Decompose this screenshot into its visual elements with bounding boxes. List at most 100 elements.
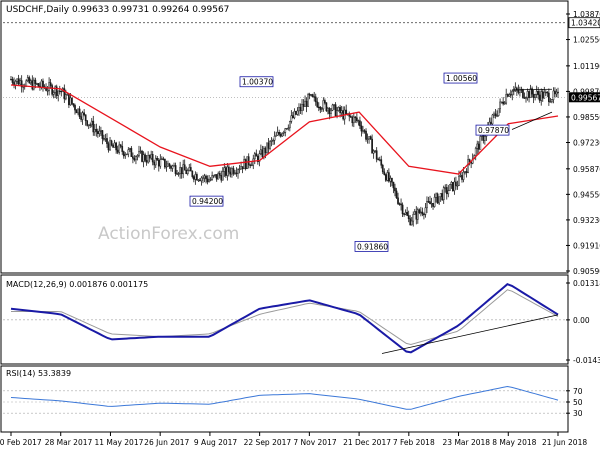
price-candle-body: [194, 174, 197, 180]
x-tick-label: 7 Feb 2018: [393, 438, 435, 447]
price-candle-body: [237, 169, 239, 174]
price-candle-body: [374, 150, 377, 152]
price-candle-body: [243, 159, 245, 170]
price-candle-body: [235, 172, 238, 174]
price-candle-body: [19, 80, 21, 85]
rsi-panel: [0, 365, 569, 433]
price-candle-body: [445, 187, 448, 195]
price-candle-body: [51, 85, 53, 95]
price-candle-body: [304, 100, 306, 107]
price-candle-body: [293, 111, 296, 119]
price-candle-body: [150, 154, 153, 159]
price-candle-body: [127, 149, 130, 155]
price-candle-body: [389, 178, 392, 182]
price-candle-body: [229, 171, 232, 175]
price-candle-body: [279, 133, 282, 137]
price-candle-body: [203, 175, 206, 179]
price-candle-body: [156, 157, 159, 161]
moving-average-line: [10, 84, 559, 175]
price-candle-body: [157, 159, 160, 167]
price-candle-body: [272, 139, 274, 142]
price-candle-body: [261, 149, 264, 158]
price-candle-body: [231, 168, 233, 175]
current-price-tag: [569, 92, 600, 103]
price-candle-body: [17, 78, 20, 85]
price-candle-body: [95, 129, 98, 132]
price-candle-body: [214, 174, 217, 176]
price-candle-body: [211, 175, 213, 180]
price-candle-body: [397, 197, 399, 204]
price-candle-body: [356, 117, 358, 121]
price-annotation-box: [239, 76, 274, 88]
price-candle-body: [209, 179, 212, 181]
main-panel: [0, 0, 569, 274]
price-candle-body: [500, 101, 503, 104]
price-candle-body: [199, 179, 201, 182]
price-candle-body: [11, 79, 14, 83]
price-candle-body: [52, 92, 55, 95]
price-candle-body: [328, 108, 331, 114]
price-candle-body: [484, 136, 486, 141]
price-candle-body: [336, 110, 338, 117]
macd-panel: [0, 274, 569, 365]
price-candle-body: [442, 187, 445, 201]
price-candle-body: [234, 172, 236, 174]
price-candle-body: [334, 104, 337, 117]
price-candle-body: [368, 136, 370, 140]
price-candle-body: [549, 101, 552, 103]
price-candle-body: [415, 211, 418, 220]
price-candle-body: [317, 106, 320, 109]
price-candle-body: [258, 153, 261, 163]
price-candle-body: [337, 107, 340, 111]
price-candle-body: [200, 177, 203, 182]
current-price-tag-label: 0.99567: [571, 93, 600, 102]
price-candle-body: [540, 91, 543, 101]
price-candle-body: [380, 159, 383, 166]
price-candle-body: [80, 116, 82, 120]
price-candle-body: [174, 165, 177, 174]
price-candle-body: [197, 179, 200, 182]
price-candle-body: [93, 129, 96, 133]
price-candle-body: [264, 147, 267, 153]
price-candle-body: [281, 133, 284, 137]
price-candle-body: [191, 170, 194, 177]
price-candle-body: [89, 124, 92, 126]
price-candle-body: [538, 94, 541, 101]
price-candle-body: [436, 193, 439, 204]
price-candle-body: [301, 103, 303, 111]
price-candle-body: [430, 203, 433, 205]
price-candle-body: [508, 94, 511, 97]
macd-y-tick-label: 0.00: [573, 316, 590, 325]
price-candle-body: [288, 121, 291, 129]
price-candle-body: [392, 181, 395, 189]
price-candle-body: [101, 130, 104, 139]
price-candle-body: [107, 143, 110, 151]
price-candle-body: [371, 138, 373, 154]
price-candle-body: [244, 159, 247, 170]
price-candle-body: [447, 190, 450, 195]
price-candle-body: [139, 150, 142, 153]
price-candle-body: [383, 171, 386, 175]
price-candle-body: [106, 138, 108, 144]
price-candle-body: [455, 181, 457, 186]
price-candle-body: [522, 89, 524, 98]
price-candle-body: [253, 153, 256, 160]
price-candle-body: [180, 167, 183, 175]
price-candle-body: [531, 88, 533, 95]
price-candle-body: [206, 178, 209, 183]
rsi-y-tick-label: 70: [573, 387, 583, 396]
price-candle-body: [381, 165, 384, 173]
price-candle-body: [423, 213, 425, 216]
price-candle-body: [13, 82, 15, 86]
price-candle-body: [462, 171, 465, 180]
price-annotation-box: [354, 241, 389, 252]
price-candle-body: [118, 144, 121, 153]
price-candle-body: [322, 100, 325, 110]
price-candle-body: [144, 154, 146, 161]
price-candle-body: [122, 151, 125, 157]
price-candle-body: [29, 80, 32, 84]
price-candle-body: [147, 155, 149, 163]
